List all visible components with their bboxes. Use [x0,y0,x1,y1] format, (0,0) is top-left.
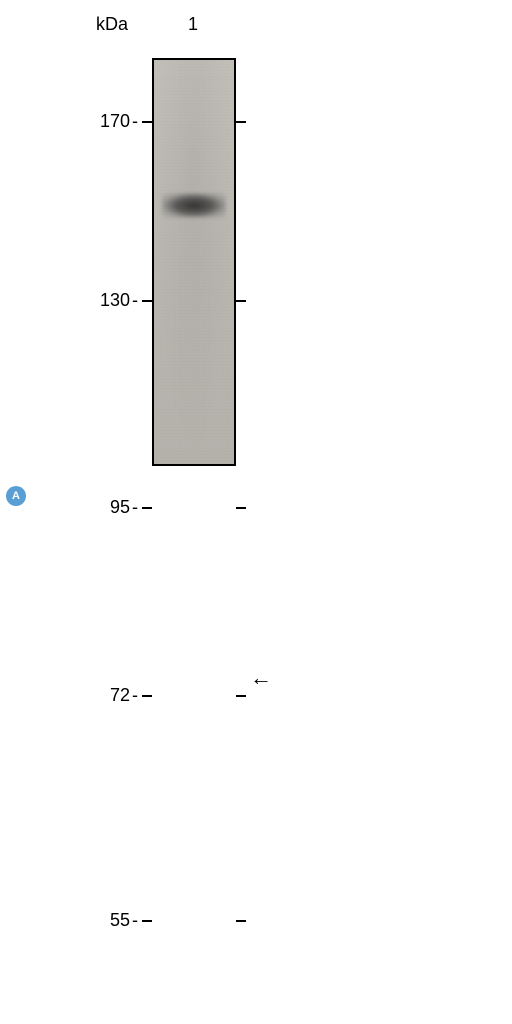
mw-dash-72: - [132,685,138,706]
mw-tick-95 [142,507,152,509]
mw-tick-170 [142,121,152,123]
blot-tick-55 [236,920,246,922]
mw-tick-72 [142,695,152,697]
mw-tick-55 [142,920,152,922]
unit-label: kDa [96,14,128,35]
mw-dash-170: - [132,111,138,132]
blot-figure: kDa 1 170 - 130 - 95 - 72 - 55 - 43 - 34… [90,40,410,480]
mw-dash-130: - [132,290,138,311]
protein-band-72kda [162,193,226,217]
mw-label-55: 55 [90,910,130,931]
blot-tick-95 [236,507,246,509]
watermark-badge: A [6,486,26,506]
blot-lane-frame [152,58,236,466]
mw-label-130: 130 [90,290,130,311]
mw-dash-95: - [132,497,138,518]
lane-label-1: 1 [188,14,198,35]
mw-label-72: 72 [90,685,130,706]
mw-dash-55: - [132,910,138,931]
mw-tick-130 [142,300,152,302]
watermark-text: A [12,490,20,502]
blot-tick-130 [236,300,246,302]
band-arrow-icon: ← [250,665,272,691]
mw-label-170: 170 [90,111,130,132]
blot-noise [154,60,234,464]
blot-tick-170 [236,121,246,123]
mw-label-95: 95 [90,497,130,518]
blot-tick-72 [236,695,246,697]
